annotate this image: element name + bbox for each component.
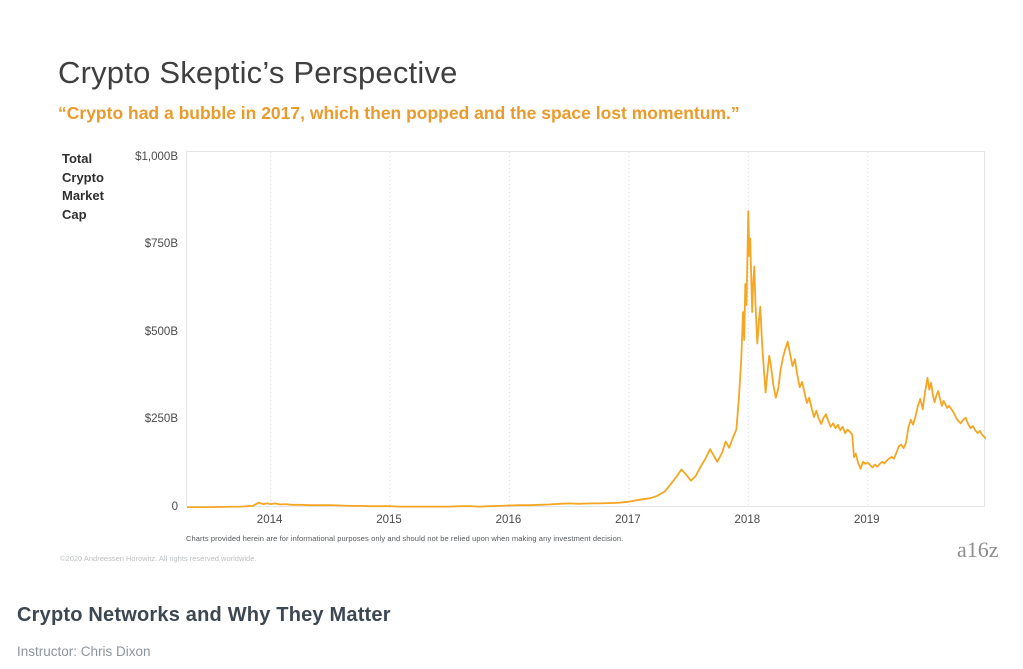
course-title: Crypto Networks and Why They Matter xyxy=(17,604,391,626)
y-tick-label: $500B xyxy=(144,325,178,338)
x-tick-label: 2019 xyxy=(853,514,880,526)
copyright-notice: ©2020 Andreessen Horowitz. All rights re… xyxy=(60,554,257,563)
slide-title: Crypto Skeptic’s Perspective xyxy=(58,55,458,90)
y-tick-label: $250B xyxy=(144,413,178,426)
plot-area xyxy=(186,151,986,508)
x-tick-label: 2015 xyxy=(376,514,402,526)
market-cap-line xyxy=(187,210,986,508)
instructor-label: Instructor: Chris Dixon xyxy=(17,644,151,659)
x-tick-label: 2018 xyxy=(734,514,761,526)
a16z-logo: a16z xyxy=(957,537,999,562)
x-tick-label: 2017 xyxy=(615,514,641,526)
x-tick-label: 2014 xyxy=(256,514,283,526)
chart-svg xyxy=(187,152,986,508)
x-tick-label: 2016 xyxy=(495,514,522,526)
y-tick-label: $1,000B xyxy=(135,150,178,163)
y-axis-title: Total Crypto Market Cap xyxy=(62,151,104,222)
skeptic-quote: “Crypto had a bubble in 2017, which then… xyxy=(58,103,740,123)
y-tick-label: $750B xyxy=(144,238,178,251)
chart-disclaimer: Charts provided herein are for informati… xyxy=(186,534,624,543)
y-tick-label: 0 xyxy=(171,501,178,513)
